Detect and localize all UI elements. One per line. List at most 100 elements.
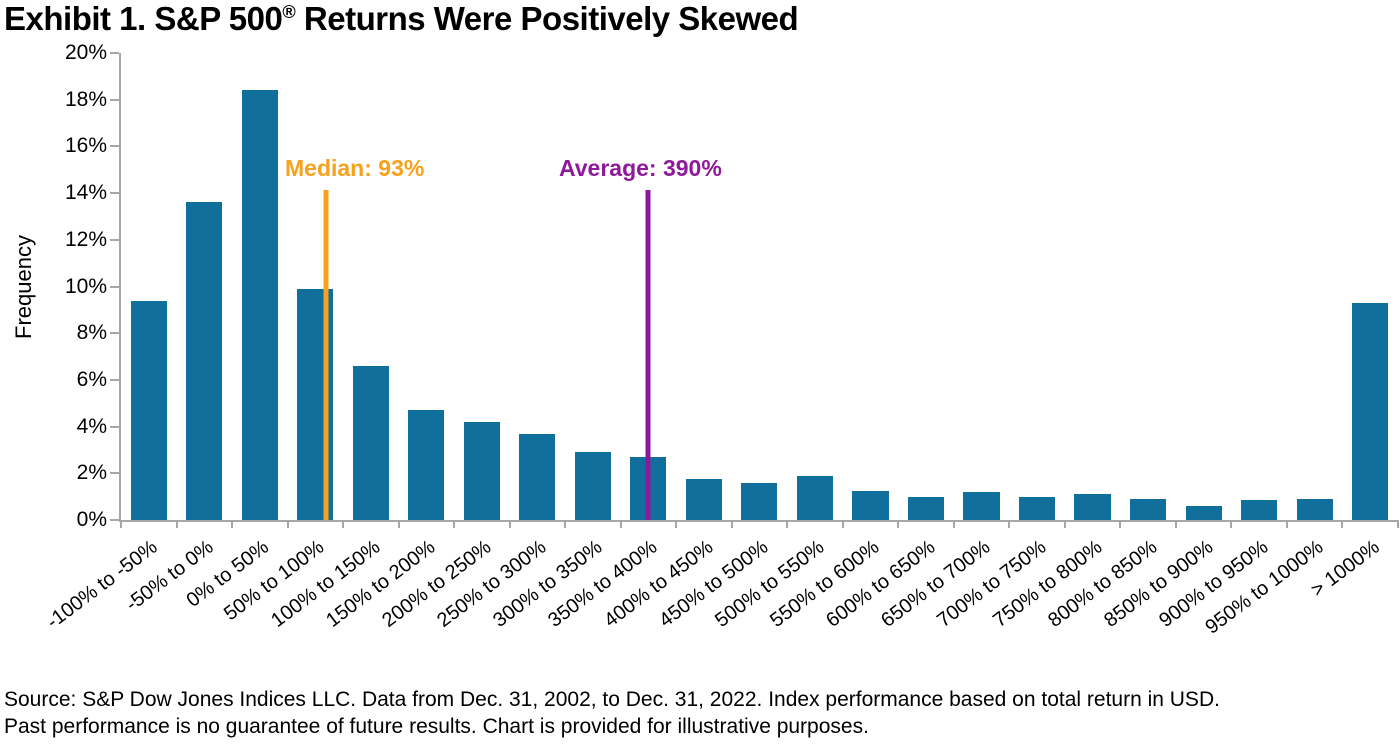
median-line [323,189,329,520]
x-tick [675,520,678,528]
x-tick [286,520,289,528]
bar-950% to 1000% [1296,499,1333,520]
bar-slot [399,53,455,520]
x-tick [342,520,345,528]
bar-700% to 750% [1018,496,1056,520]
y-tick [110,285,119,288]
bar-slot [177,53,233,520]
bar-200% to 250% [463,421,500,520]
y-tick-label: 18% [64,87,107,111]
chart-title: Exhibit 1. S&P 500® Returns Were Positiv… [4,0,799,38]
x-tick [564,520,567,528]
bar-slot [510,53,566,520]
bar-450% to 500% [741,482,778,520]
y-tick-label: 2% [76,461,107,485]
bar-slot [732,53,788,520]
x-tick [397,520,400,528]
bar-550% to 600% [852,490,889,520]
x-tick [231,520,234,528]
bar-400% to 450% [685,479,722,520]
y-tick [110,472,119,475]
bar-650% to 700% [963,491,1000,520]
x-tick [786,520,789,528]
y-tick-label: 8% [76,321,107,345]
bar-600% to 650% [907,496,945,520]
bar-150% to 200% [408,410,445,520]
y-tick-label: 6% [76,367,107,391]
y-tick-label: 20% [64,41,107,64]
bar-100% to 150% [352,365,389,520]
y-tick-label: 16% [64,134,107,158]
x-tick [453,520,456,528]
bar-slot [787,53,843,520]
y-tick-label: 12% [64,227,107,251]
bar-slot [1065,53,1121,520]
y-tick [110,238,119,241]
x-tick [1008,520,1011,528]
y-tick [110,332,119,335]
bar-slot [565,53,621,520]
x-tick [841,520,844,528]
plot-area: 0% 2% 4% 6% 8% 10% 12% 14% 16% 18% 20% -100% to -5… [43,41,1399,639]
x-tick [1119,520,1122,528]
y-tick [110,519,119,521]
x-tick [730,520,733,528]
bar-slot [232,53,288,520]
y-tick [110,98,119,101]
bars-container [121,53,1398,520]
x-tick [952,520,955,528]
x-tick [120,520,122,528]
y-tick-label: 14% [64,181,107,205]
bar-slot [954,53,1010,520]
x-tick [897,520,900,528]
bar-850% to 900% [1185,506,1222,520]
y-tick [110,52,119,54]
bar-slot [288,53,344,520]
x-tick [508,520,511,528]
x-tick [1397,520,1399,528]
bar-0% to 50% [241,90,278,520]
bar-slot [1231,53,1287,520]
bar-750% to 800% [1074,494,1111,520]
bar-slot [121,53,177,520]
source-note-line1: Source: S&P Dow Jones Indices LLC. Data … [4,688,1220,711]
y-tick [110,425,119,428]
bar-250% to 300% [519,433,556,520]
bar-slot [1009,53,1065,520]
y-tick [110,378,119,381]
x-tick [1285,520,1288,528]
x-tick [1230,520,1233,528]
y-tick-label: 10% [64,274,107,298]
x-tick [619,520,622,528]
chart-title-prefix: Exhibit 1. S&P 500 [4,0,283,37]
bar-slot [676,53,732,520]
average-label: Average: 390% [559,154,722,181]
bar-900% to 950% [1241,500,1278,520]
bar-slot [454,53,510,520]
bar--50% to 0% [186,202,223,520]
bar-slot [843,53,899,520]
bar-500% to 550% [796,475,833,520]
median-label: Median: 93% [285,154,425,181]
y-tick-label: 0% [76,508,107,531]
bar-slot [1176,53,1232,520]
bar-slot [343,53,399,520]
x-tick [1063,520,1066,528]
x-tick [175,520,178,528]
y-tick [110,192,119,195]
bar-> 1000% [1352,302,1389,520]
bar-slot [1287,53,1343,520]
bar-800% to 850% [1130,499,1167,520]
bar--100% to -50% [130,300,167,520]
source-note-line2: Past performance is no guarantee of futu… [4,715,869,738]
bar-slot [898,53,954,520]
bar-slot [1342,53,1398,520]
bar-300% to 350% [574,452,611,520]
chart-title-suffix: Returns Were Positively Skewed [295,0,799,37]
registered-trademark-symbol: ® [282,2,296,22]
source-note: Source: S&P Dow Jones Indices LLC. Data … [4,686,1220,740]
y-axis-title: Frequency [11,235,36,339]
y-tick [110,145,119,148]
bar-slot [1120,53,1176,520]
